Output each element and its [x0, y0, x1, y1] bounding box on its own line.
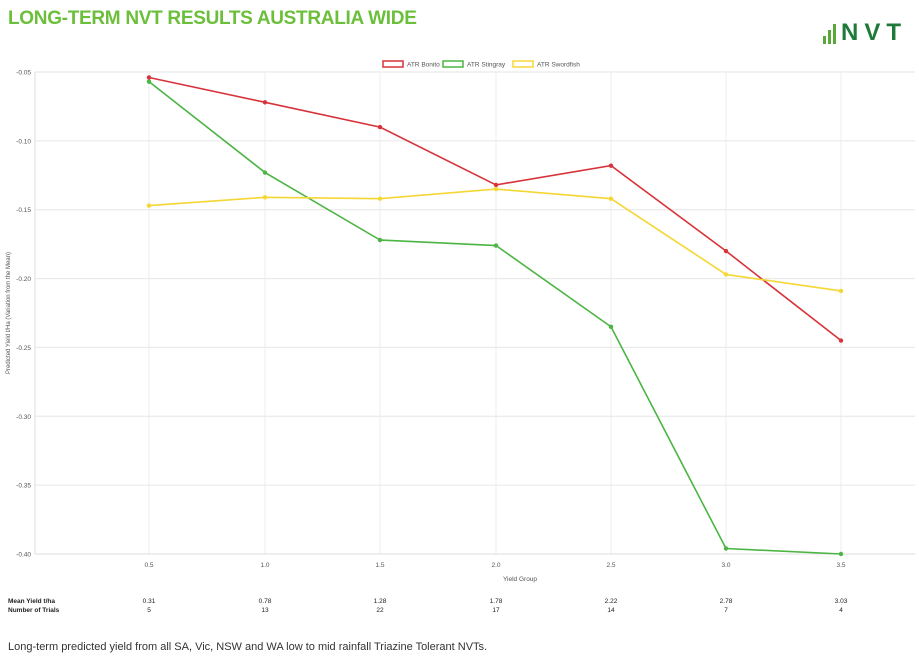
x-tick-label: 2.0	[491, 562, 500, 569]
page-title: LONG-TERM NVT RESULTS AUSTRALIA WIDE	[8, 8, 417, 29]
x-tick-label: 0.5	[144, 562, 153, 569]
x-tick-label: 1.5	[375, 562, 384, 569]
logo-bars-icon	[823, 22, 837, 44]
summary-cell: 22	[376, 607, 384, 614]
summary-cell: 3.03	[835, 598, 848, 605]
data-point	[262, 100, 268, 105]
data-point	[838, 551, 844, 557]
series-line-0	[148, 76, 842, 342]
data-point	[493, 182, 499, 188]
data-point	[377, 237, 383, 243]
legend-label: ATR Bonito	[407, 62, 440, 69]
y-tick-label: -0.10	[16, 138, 31, 145]
line-chart: -0.05 -0.10 -0.15 -0.20 -0.25 -0.30 -0.35 -0.40…	[6, 60, 915, 614]
summary-row-label: Mean Yield t/ha	[8, 598, 55, 605]
x-axis-title: Yield Group	[503, 576, 537, 583]
data-point	[838, 288, 844, 294]
legend-label: ATR Swordfish	[537, 62, 580, 69]
summary-cell: 2.22	[605, 598, 618, 605]
data-point	[723, 248, 729, 254]
summary-cell: 4	[839, 607, 843, 614]
legend-swatch	[382, 60, 404, 68]
data-point	[608, 163, 614, 168]
y-tick-label: -0.35	[16, 483, 31, 490]
y-tick-label: -0.25	[16, 345, 31, 352]
data-point	[377, 196, 383, 201]
summary-cell: 0.31	[143, 598, 156, 605]
data-point	[146, 75, 152, 80]
legend-swatch	[442, 60, 464, 68]
data-point	[146, 203, 152, 208]
y-axis-title: Predicted Yield t/Ha (Variation from the…	[6, 252, 12, 374]
data-point	[723, 546, 729, 551]
y-tick-label: -0.40	[16, 552, 31, 559]
data-point	[493, 243, 499, 248]
x-tick-label: 3.0	[721, 562, 730, 569]
summary-cell: 13	[261, 607, 269, 614]
data-point	[493, 186, 499, 192]
summary-cell: 1.78	[490, 598, 503, 605]
summary-cell: 7	[724, 607, 728, 614]
data-point	[723, 272, 729, 277]
summary-cell: 2.78	[720, 598, 733, 605]
series-line-1	[148, 81, 842, 555]
x-tick-label: 3.5	[836, 562, 845, 569]
summary-cell: 5	[147, 607, 151, 614]
nvt-logo: NVT	[823, 18, 907, 48]
x-tick-label: 2.5	[606, 562, 615, 569]
summary-cell: 17	[492, 607, 500, 614]
logo-text: NVT	[841, 19, 907, 46]
summary-cell: 0.78	[259, 598, 272, 605]
chart-caption: Long-term predicted yield from all SA, V…	[8, 641, 488, 653]
y-tick-label: -0.05	[16, 70, 31, 77]
summary-cell: 14	[607, 607, 615, 614]
series-line-2	[148, 188, 842, 292]
data-point	[608, 324, 614, 329]
summary-cell: 1.28	[374, 598, 387, 605]
y-tick-label: -0.15	[16, 207, 31, 214]
summary-row-label: Number of Trials	[8, 607, 60, 614]
data-point	[146, 79, 152, 84]
data-point	[262, 195, 268, 200]
y-tick-label: -0.20	[16, 276, 31, 283]
data-point	[262, 170, 268, 175]
y-tick-label: -0.30	[16, 414, 31, 421]
x-tick-label: 1.0	[260, 562, 269, 569]
data-point	[838, 338, 844, 343]
legend-label: ATR Stingray	[467, 62, 506, 69]
legend-swatch	[512, 60, 534, 68]
data-point	[608, 196, 614, 201]
data-point	[377, 124, 383, 130]
